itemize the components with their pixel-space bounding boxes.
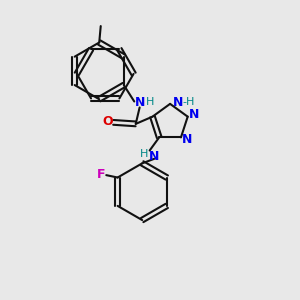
Text: N: N [134, 96, 145, 109]
Text: H: H [140, 149, 148, 159]
Text: O: O [103, 115, 113, 128]
Text: N: N [182, 133, 193, 146]
Text: N: N [149, 150, 159, 163]
Text: H: H [146, 97, 154, 107]
Text: N: N [173, 96, 184, 109]
Text: N: N [189, 108, 200, 121]
Text: -H: -H [182, 98, 195, 107]
Text: F: F [97, 168, 105, 181]
